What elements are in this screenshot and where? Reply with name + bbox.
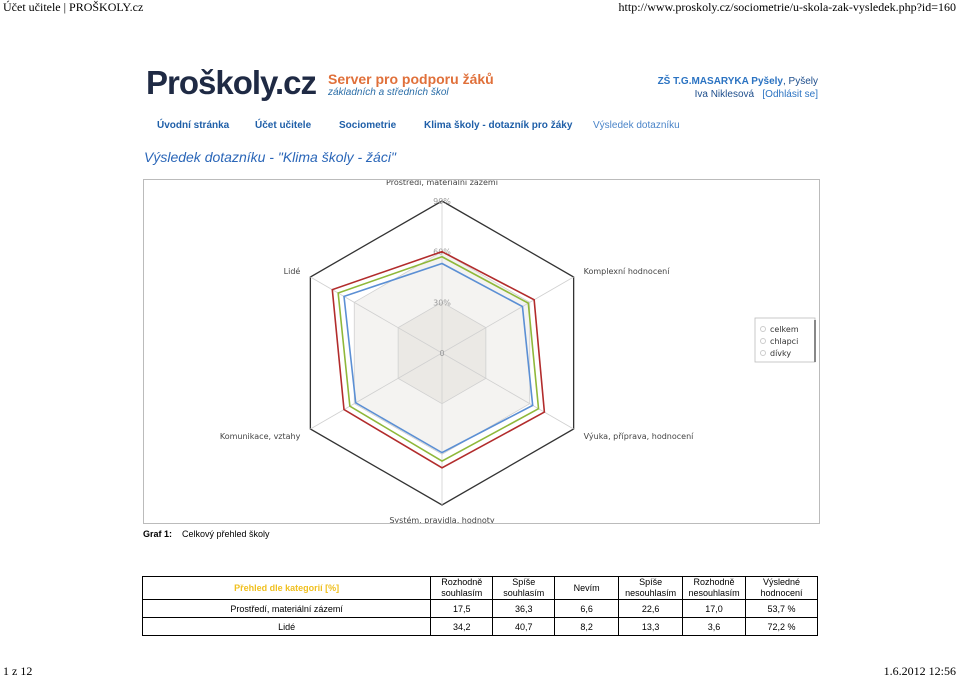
nav-questionnaire-result[interactable]: Výsledek dotazníku — [593, 120, 680, 131]
table-cell: 3,6 — [682, 617, 747, 636]
print-header-url: http://www.proskoly.cz/sociometrie/u-sko… — [618, 0, 956, 14]
radar-tick-label: 90% — [433, 197, 451, 206]
table-cell: 22,6 — [618, 599, 684, 618]
page-title: Výsledek dotazníku - "Klima školy - žáci… — [144, 149, 396, 165]
radar-chart: 0 30% 60% 90% Prostředí, materiální zázemí Ko… — [143, 179, 820, 524]
table-cell: 36,3 — [492, 599, 556, 618]
print-footer-date: 1.6.2012 12:56 — [883, 664, 956, 678]
table-cell: 72,2 % — [745, 617, 818, 636]
table-header: Spíše nesouhlasím — [618, 576, 684, 600]
table-header: Rozhodně souhlasím — [430, 576, 494, 600]
radar-series-line — [343, 262, 534, 454]
school-info: ZŠ T.G.MASARYKA Pyšely, Pyšely Iva Nikle… — [658, 75, 818, 101]
print-header-title: Účet učitele | PROŠKOLY.cz — [3, 0, 144, 14]
graph-caption: Graf 1: Celkový přehled školy — [143, 529, 270, 539]
nav-sociometry[interactable]: Sociometrie — [339, 120, 397, 131]
table-header: Spíše souhlasím — [492, 576, 556, 600]
legend-item-label: chlapci — [770, 337, 798, 346]
proskoly-logo[interactable]: Proškoly.cz — [146, 64, 317, 104]
legend-marker — [760, 326, 766, 332]
radar-series-line — [337, 255, 540, 463]
nav-home[interactable]: Úvodní stránka — [157, 120, 230, 131]
radar-chart-svg: 030%60%90%Prostředí, materiální zázemíKo… — [220, 180, 816, 523]
logo-tagline: Server pro podporu žáků — [328, 71, 494, 87]
graph-caption-text: Celkový přehled školy — [182, 529, 270, 539]
table-cell: 34,2 — [430, 617, 494, 636]
radar-axis-label: Komunikace, vztahy — [220, 432, 301, 441]
school-name-link[interactable]: ZŠ T.G.MASARYKA Pyšely — [657, 76, 783, 87]
nav-teacher-account[interactable]: Účet učitele — [255, 120, 312, 131]
legend-marker — [760, 350, 766, 356]
radar-axis-label: Systém, pravidla, hodnoty — [389, 515, 495, 523]
category-overview-table: Přehled dle kategorií [%] Rozhodně souhl… — [141, 576, 818, 636]
radar-axis-label: Výuka, příprava, hodnocení — [584, 432, 695, 441]
table-cell: 8,2 — [554, 617, 620, 636]
radar-spoke — [441, 352, 574, 430]
legend-marker — [760, 338, 766, 344]
table-header-row: Přehled dle kategorií [%] Rozhodně souhl… — [141, 576, 818, 600]
radar-spoke — [310, 352, 443, 430]
legend-item-label: celkem — [770, 325, 799, 334]
table-cell: Prostředí, materiální zázemí — [141, 599, 432, 618]
radar-axis-label: Prostředí, materiální zázemí — [386, 180, 499, 187]
radar-axis-label: Lidé — [284, 266, 301, 276]
table-cell: 17,0 — [682, 599, 747, 618]
radar-spoke — [441, 276, 574, 354]
legend-item-label: dívky — [770, 349, 791, 358]
logo-text: Proškoly.cz — [146, 64, 317, 101]
table-row: Lidé 34,2 40,7 8,2 13,3 3,6 72,2 % — [141, 617, 818, 636]
table-cell: 17,5 — [430, 599, 494, 618]
user-name: Iva Niklesová — [694, 89, 755, 100]
school-town: , Pyšely — [782, 76, 818, 87]
table-cell: Lidé — [141, 617, 432, 636]
nav-school-climate[interactable]: Klima školy - dotazník pro žáky — [424, 120, 573, 131]
table-header: Nevím — [554, 576, 620, 600]
radar-axis-label: Komplexní hodnocení — [584, 267, 671, 276]
print-footer-page: 1 z 12 — [3, 664, 33, 678]
graph-caption-label: Graf 1: — [143, 529, 173, 539]
radar-tick-label: 0 — [439, 349, 444, 358]
table-cell: 6,6 — [554, 599, 620, 618]
table-header: Přehled dle kategorií [%] — [141, 576, 432, 600]
table-row: Prostředí, materiální zázemí 17,5 36,3 6… — [141, 599, 818, 618]
table-cell: 13,3 — [618, 617, 684, 636]
radar-tick-label: 30% — [433, 298, 451, 307]
radar-series-line — [331, 250, 546, 469]
table-cell: 53,7 % — [745, 599, 818, 618]
logout-link[interactable]: [Odhlásit se] — [762, 89, 818, 100]
table-cell: 40,7 — [492, 617, 556, 636]
table-header: Výsledné hodnocení — [745, 576, 818, 600]
table-header: Rozhodně nesouhlasím — [682, 576, 747, 600]
logo-subtagline: základních a středních škol — [328, 87, 449, 98]
